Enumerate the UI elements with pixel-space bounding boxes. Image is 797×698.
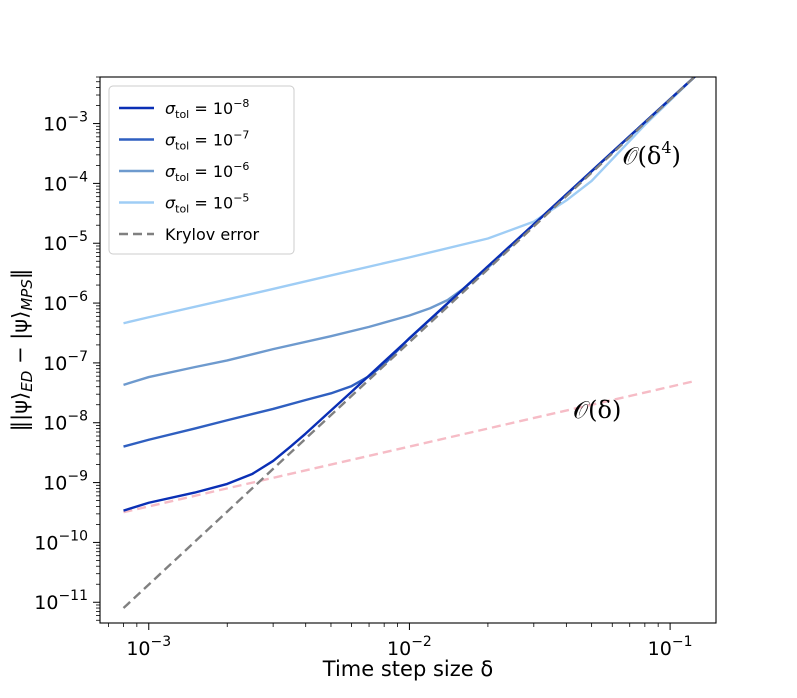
legend-label: σtol = 10−7	[165, 129, 249, 153]
legend-subscript: tol	[175, 203, 189, 216]
y-title-subscript: ED	[18, 371, 36, 392]
y-tick-exponent: −3	[67, 110, 88, 126]
y-tick-mantissa: 10	[43, 293, 67, 315]
legend-label: σtol = 10−6	[165, 160, 249, 184]
y-tick-label: 10−9	[43, 469, 88, 495]
plot-frame	[99, 76, 717, 624]
y-tick-mantissa: 10	[43, 233, 67, 255]
legend-subscript: tol	[175, 140, 189, 153]
y-tick-label: 10−6	[43, 289, 88, 315]
legend-equals: = 10	[189, 162, 233, 181]
y-tick-label: 10−8	[43, 409, 88, 435]
x-tick-mantissa: 10	[126, 638, 150, 660]
annotation-label: 𝒪(δ4)	[622, 138, 681, 170]
legend-text: Krylov error	[165, 225, 259, 244]
legend-symbol: σ	[165, 99, 176, 118]
annotations: 𝒪(δ4)𝒪(δ)	[573, 138, 681, 424]
legend-exponent: −6	[233, 160, 249, 173]
annotation-base: 𝒪(δ	[622, 142, 661, 170]
legend-subscript: tol	[175, 108, 189, 121]
x-tick-mantissa: 10	[648, 638, 672, 660]
plot-area	[122, 77, 697, 609]
y-tick-label: 10−4	[43, 169, 88, 195]
series-line	[122, 77, 697, 609]
y-tick-label: 10−5	[43, 229, 88, 255]
legend-box	[108, 85, 295, 255]
x-axis-title: Time step size δ	[322, 657, 493, 681]
y-tick-exponent: −4	[67, 169, 88, 185]
y-tick-exponent: −9	[67, 469, 88, 485]
y-tick-exponent: −11	[58, 588, 88, 604]
legend-label: Krylov error	[165, 225, 259, 244]
legend-equals: = 10	[189, 99, 233, 118]
x-axis: 10−3 10−2 10−1	[107, 623, 693, 660]
series-line	[123, 77, 697, 512]
x-tick-exponent: −3	[151, 634, 172, 650]
y-tick-exponent: −10	[58, 528, 88, 544]
legend-exponent: −7	[233, 129, 249, 142]
x-tick-label: 10−2	[387, 634, 432, 660]
y-tick-label: 10−3	[43, 110, 88, 136]
annotation-close: )	[672, 142, 681, 170]
x-tick-mantissa: 10	[387, 638, 411, 660]
legend-equals: = 10	[189, 131, 233, 150]
y-title-part: ‖	[8, 269, 33, 280]
y-tick-exponent: −5	[67, 229, 88, 245]
x-tick-exponent: −1	[672, 634, 693, 650]
annotation-label: 𝒪(δ)	[573, 396, 621, 424]
y-tick-exponent: −8	[67, 409, 88, 425]
y-tick-mantissa: 10	[43, 413, 67, 435]
y-tick-mantissa: 10	[43, 473, 67, 495]
legend-symbol: σ	[165, 131, 176, 150]
y-axis-title: ‖|ψ⟩ED − |ψ⟩MPS‖	[8, 269, 36, 432]
annotation-exponent: 4	[661, 138, 671, 157]
y-tick-mantissa: 10	[34, 592, 58, 614]
legend-symbol: σ	[165, 194, 176, 213]
y-tick-mantissa: 10	[43, 114, 67, 136]
legend-exponent: −5	[233, 192, 249, 205]
y-tick-mantissa: 10	[43, 173, 67, 195]
x-tick-label: 10−1	[648, 634, 693, 660]
y-tick-mantissa: 10	[43, 353, 67, 375]
legend-exponent: −8	[233, 97, 249, 110]
y-tick-exponent: −6	[67, 289, 88, 305]
legend-symbol: σ	[165, 162, 176, 181]
y-title-subscript: MPS	[18, 279, 36, 311]
series-line	[123, 77, 697, 325]
legend-equals: = 10	[189, 194, 233, 213]
y-title-part: ‖|ψ⟩	[8, 392, 33, 432]
x-tick-exponent: −2	[411, 634, 432, 650]
y-tick-mantissa: 10	[34, 532, 58, 554]
y-title-part: − |ψ⟩	[8, 311, 33, 371]
x-tick-label: 10−3	[126, 634, 171, 660]
legend-label: σtol = 10−5	[165, 192, 249, 216]
y-tick-label: 10−7	[43, 349, 88, 375]
y-tick-label: 10−10	[34, 528, 88, 554]
legend-label: σtol = 10−8	[165, 97, 249, 121]
y-tick-label: 10−11	[34, 588, 88, 614]
annotation-base: 𝒪(δ)	[573, 396, 621, 424]
legend-subscript: tol	[175, 171, 189, 184]
y-tick-exponent: −7	[67, 349, 88, 365]
